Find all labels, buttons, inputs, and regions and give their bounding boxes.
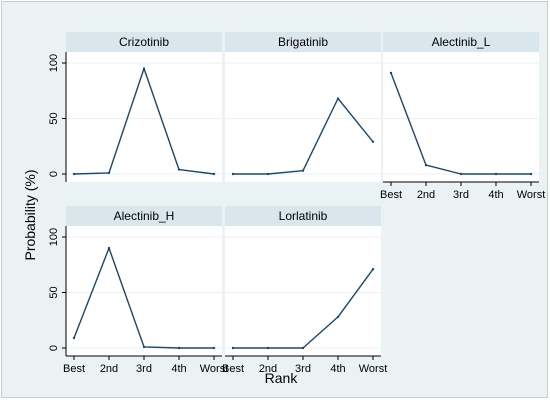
data-point: [266, 172, 270, 176]
data-point: [529, 172, 533, 176]
data-point: [266, 346, 270, 350]
data-point: [107, 246, 111, 250]
x-tick-label: Best: [63, 363, 85, 375]
x-axis-title: Rank: [265, 370, 299, 386]
panel: Alectinib_L Best 2nd 3rd 4th Worst: [380, 32, 545, 201]
panel-title: Brigatinib: [278, 35, 328, 49]
data-point: [142, 67, 146, 70]
data-point: [72, 172, 76, 176]
x-tick-label: 3rd: [136, 363, 152, 375]
data-point: [301, 346, 305, 350]
x-tick-label: Worst: [200, 363, 229, 375]
panel-title: Alectinib_L: [432, 35, 491, 49]
panel-plot-area: [225, 226, 381, 356]
panel-strip: [66, 206, 222, 226]
data-point: [459, 172, 463, 176]
data-point: [212, 346, 216, 350]
panel-plot-area: [66, 226, 222, 356]
y-tick-label: 100: [48, 54, 60, 72]
panel: Alectinib_H 0 50 100 Best 2nd 3rd 4th Worst: [48, 206, 228, 375]
data-point: [142, 345, 146, 349]
data-point: [424, 163, 428, 167]
data-point: [177, 168, 181, 171]
panel-plot-area: [383, 52, 539, 182]
data-point: [212, 172, 216, 176]
panel-strip: [225, 32, 381, 52]
x-tick-label: 2nd: [417, 189, 435, 201]
x-tick-label: 4th: [330, 363, 345, 375]
x-tick-label: Best: [222, 363, 244, 375]
data-point: [107, 171, 111, 175]
x-tick-label: 3rd: [295, 363, 311, 375]
x-tick-label: 4th: [171, 363, 186, 375]
data-point: [72, 336, 76, 340]
x-tick-label: 4th: [488, 189, 503, 201]
panel-title: Crizotinib: [119, 35, 169, 49]
data-point: [336, 97, 340, 100]
panel-plot-area: [66, 52, 222, 182]
y-tick-label: 100: [48, 228, 60, 246]
panel-strip: [383, 32, 539, 52]
panel-strip: [66, 32, 222, 52]
panel: Lorlatinib Best 2nd 3rd 4th Worst: [222, 206, 387, 375]
x-tick-label: 3rd: [453, 189, 469, 201]
y-tick-label: 50: [48, 112, 60, 124]
x-tick-label: Best: [380, 189, 402, 201]
y-axis-title: Probability (%): [22, 169, 38, 260]
y-tick-label: 0: [48, 345, 60, 351]
panel-strip: [225, 206, 381, 226]
panel-plot-area: [225, 52, 381, 182]
data-point: [231, 346, 235, 350]
y-tick-label: 50: [48, 286, 60, 298]
panels-group: Crizotinib 0 50 100 Brigatinib Alectinib_L Bes…: [48, 32, 545, 375]
panel-title: Alectinib_H: [114, 209, 175, 223]
data-point: [371, 140, 375, 144]
data-point: [371, 267, 375, 271]
panel: Crizotinib 0 50 100: [48, 32, 222, 182]
data-point: [494, 172, 498, 176]
data-point: [177, 346, 181, 350]
x-tick-label: 2nd: [100, 363, 118, 375]
data-point: [231, 172, 235, 176]
panel: Brigatinib: [225, 32, 381, 182]
data-point: [336, 315, 340, 319]
y-tick-label: 0: [48, 171, 60, 177]
data-point: [389, 71, 393, 75]
panel-title: Lorlatinib: [279, 209, 328, 223]
data-point: [301, 169, 305, 172]
x-tick-label: Worst: [517, 189, 546, 201]
x-tick-label: Worst: [359, 363, 388, 375]
x-tick-label: 2nd: [259, 363, 277, 375]
